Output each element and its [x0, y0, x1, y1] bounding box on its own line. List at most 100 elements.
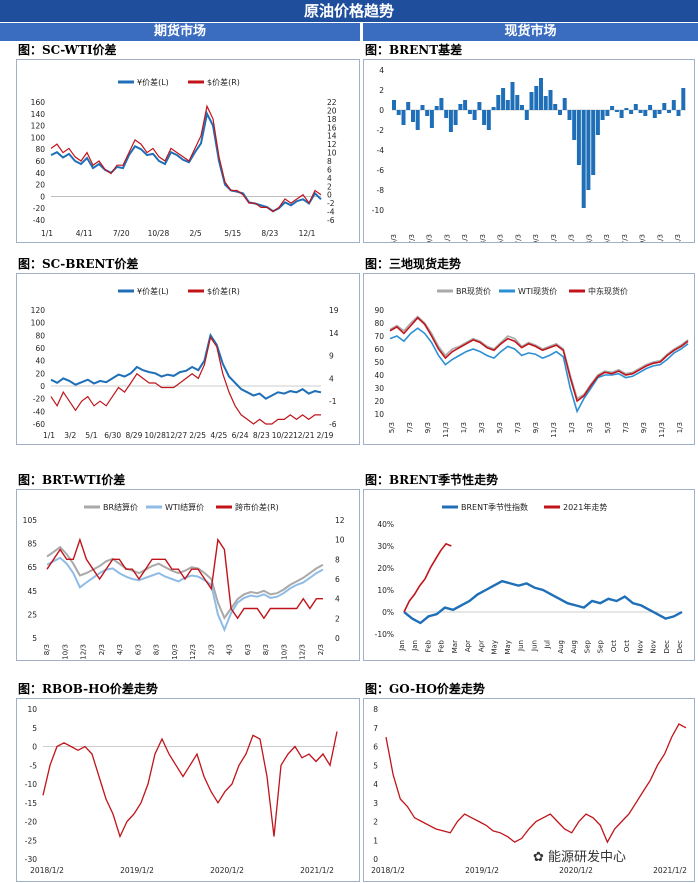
cell-three-spot: 图：三地现货走势 BR现货价 WTI现货价 中东现货价 10 20 30 40 50 60 70 8… — [363, 256, 698, 445]
series-line-yuan — [50, 332, 322, 400]
x-tick-label: 9/3 — [639, 234, 647, 242]
y-right-tick-label: 4 — [335, 595, 340, 604]
y-left-tick-label: 0 — [40, 192, 45, 201]
legend-label: ¥价差(L) — [137, 77, 169, 87]
x-tick-label: Aug — [570, 640, 578, 654]
basis-bar — [429, 110, 434, 128]
watermark: ✿ 能源研发中心 — [530, 846, 630, 865]
spot-header: 现货市场 — [363, 23, 698, 41]
basis-bar — [624, 108, 629, 110]
series-line-wti — [46, 556, 324, 633]
cell-sc-wti: 图：SC-WTI价差 ¥价差(L) $价差(R) -40 -20 0 20 40 60 80 10… — [16, 42, 360, 243]
x-tick-label: 8/23 — [261, 229, 278, 238]
x-tick-label: Jun — [517, 640, 525, 652]
x-tick-label: Apr — [464, 640, 472, 652]
x-tick-label: 12/3 — [80, 644, 88, 660]
x-tick-label: 11/3 — [658, 422, 666, 438]
x-tick-label: Jan — [411, 640, 419, 652]
y-right-tick-label: 2 — [335, 614, 340, 623]
y-left-tick-label: 0 — [40, 382, 45, 391]
y-left-tick-label: 20 — [35, 181, 45, 190]
chart-title: 图：RBOB-HO价差走势 — [18, 682, 158, 696]
x-tick-label: 10/28 — [144, 431, 166, 440]
basis-bar — [529, 92, 534, 110]
x-tick-label: 1/3 — [460, 422, 468, 433]
chart-title: 图：三地现货走势 — [365, 257, 462, 271]
y-right-tick-label: 4 — [327, 174, 332, 183]
y-tick-label: 4 — [373, 780, 378, 789]
y-right-tick-label: 16 — [327, 123, 337, 132]
y-left-tick-label: 40 — [35, 357, 45, 366]
x-tick-label: 5/3 — [390, 234, 398, 242]
y-left-tick-label: 80 — [35, 145, 45, 154]
basis-bar — [586, 110, 591, 190]
x-tick-label: 10/28 — [148, 229, 170, 238]
x-tick-label: 8/29 — [126, 431, 143, 440]
y-right-tick-label: 0 — [335, 634, 340, 643]
x-tick-label: 7/3 — [514, 422, 522, 433]
cell-sc-brent: 图：SC-BRENT价差 ¥价差(L) $价差(R) -60 -40 -20 0 20 40 6… — [16, 256, 360, 445]
y-tick-label: 90 — [374, 306, 384, 315]
x-tick-label: 5/15 — [224, 229, 241, 238]
basis-bar — [496, 95, 501, 110]
x-tick-label: 5/3 — [604, 422, 612, 433]
x-tick-label: 9/3 — [532, 422, 540, 433]
x-tick-label: 5/3 — [496, 422, 504, 433]
x-tick-label: Feb — [438, 639, 446, 652]
basis-bar — [610, 106, 615, 110]
y-right-tick-label: -2 — [327, 199, 335, 208]
y-tick-label: 2 — [373, 818, 378, 827]
y-left-tick-label: 140 — [31, 110, 46, 119]
cell-brent-basis: 图：BRENT基差 -10 -8 -6 -4 -2 0 2 4 5/3 7/3 9/3 11/3 1/3… — [363, 42, 698, 243]
y-left-tick-label: 25 — [27, 610, 37, 619]
x-tick-label: 11/3 — [550, 422, 558, 438]
x-tick-label: 6/3 — [244, 644, 252, 655]
x-tick-label: 9/3 — [640, 422, 648, 433]
x-tick-label: 2/19 — [317, 431, 334, 440]
basis-bar — [463, 100, 468, 110]
x-tick-label: 3/3 — [479, 234, 487, 242]
y-right-tick-label: 6 — [335, 575, 340, 584]
y-left-tick-label: -20 — [33, 395, 45, 404]
x-tick-label: 2/3 — [317, 644, 325, 655]
x-tick-label: 2018/1/2 — [30, 866, 64, 875]
y-tick-label: 2 — [379, 86, 384, 95]
basis-bar — [505, 100, 510, 110]
x-tick-label: 11/3 — [443, 234, 451, 242]
y-tick-label: -15 — [25, 799, 37, 808]
y-right-tick-label: 4 — [329, 374, 334, 383]
x-tick-label: Oct — [623, 640, 631, 652]
basis-bar — [453, 110, 458, 125]
y-right-tick-label: 10 — [327, 149, 337, 158]
x-tick-label: 2/25 — [189, 431, 206, 440]
y-tick-label: 30 — [374, 384, 384, 393]
basis-bar — [515, 95, 520, 110]
y-left-tick-label: 65 — [27, 563, 37, 572]
x-tick-label: 2020/1/2 — [210, 866, 244, 875]
basis-bar — [681, 88, 686, 110]
x-tick-label: 10/3 — [171, 644, 179, 660]
x-tick-label: Jul — [544, 640, 552, 650]
basis-bar — [439, 98, 444, 110]
basis-bar — [520, 105, 524, 110]
y-tick-label: 1 — [373, 836, 378, 845]
basis-bar — [510, 82, 515, 110]
basis-bar — [553, 104, 558, 110]
x-tick-label: Apr — [477, 640, 485, 652]
y-right-tick-label: -4 — [327, 208, 335, 217]
y-left-tick-label: 100 — [31, 133, 46, 142]
x-tick-label: Jun — [530, 640, 538, 652]
sc-brent-chart: ¥价差(L) $价差(R) -60 -40 -20 0 20 40 60 80 100 120 -6 -1… — [31, 286, 339, 440]
brt-wti-chart: BR结算价 WTI结算价 跨市价差(R) 5 25 45 65 85 105 0 2 4 6 8 10 12 8… — [23, 502, 345, 660]
x-tick-label: 10/22 — [272, 431, 294, 440]
basis-bar — [539, 78, 543, 110]
y-tick-label: 30% — [377, 542, 394, 551]
basis-bar — [581, 110, 586, 208]
chart-title: 图：BRENT基差 — [365, 43, 463, 57]
legend-label: BR结算价 — [103, 502, 138, 512]
basis-bar — [411, 110, 415, 122]
x-tick-label: 3/2 — [64, 431, 76, 440]
basis-bar — [543, 96, 548, 110]
basis-bar — [676, 110, 681, 116]
y-tick-label: -25 — [25, 836, 37, 845]
